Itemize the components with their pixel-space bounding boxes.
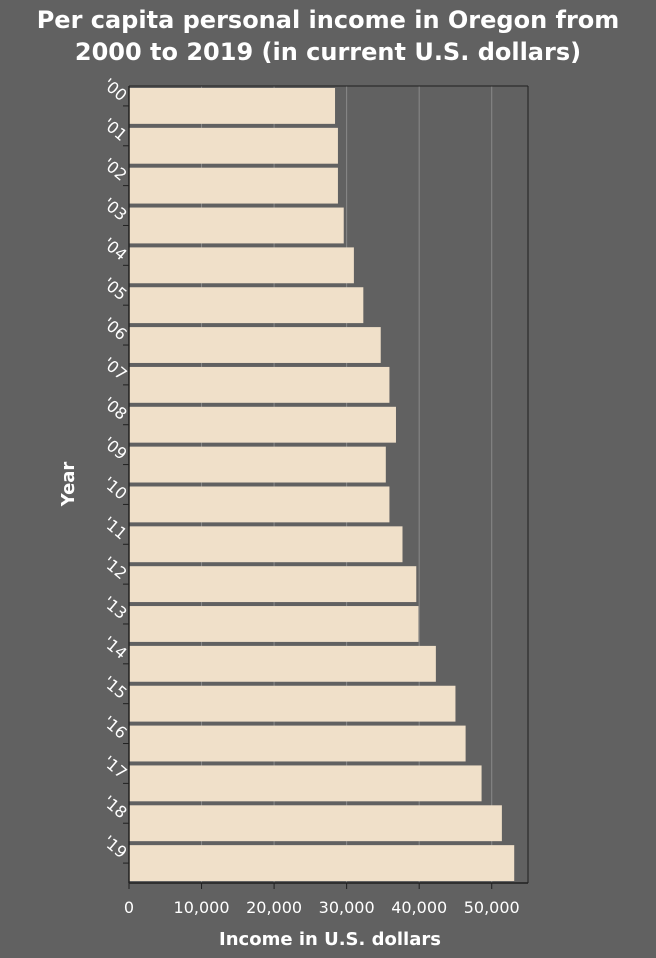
x-tick-label: 0 [124,898,134,917]
bar [129,526,403,563]
y-tick-label: '19 [99,832,130,862]
y-tick-label: '07 [99,353,130,383]
x-tick-label: 10,000 [174,898,230,917]
y-tick-label: '17 [99,752,130,782]
x-tick-label: 20,000 [246,898,302,917]
bar [129,327,381,363]
y-tick-label: '18 [99,792,130,822]
y-tick-label: '13 [99,593,130,623]
bar [129,167,338,204]
bar [129,486,390,523]
x-tick-label: 50,000 [464,898,520,917]
y-tick-label: '15 [99,672,130,702]
y-tick-label: '08 [99,393,130,423]
y-tick-label: '06 [99,314,130,344]
y-tick-label: '14 [99,632,130,662]
bar [129,566,417,603]
bar [129,287,364,324]
bar [129,87,336,124]
y-axis-label: Year [58,462,79,508]
plot-area [129,86,528,883]
y-tick-label: '04 [99,234,130,264]
y-tick-label: '16 [99,712,130,742]
bar [129,645,436,682]
bar [129,805,502,842]
bar [129,127,338,164]
y-tick-label: '01 [99,114,130,144]
bar [129,685,456,722]
bar [129,366,390,403]
y-tick-label: '10 [99,473,130,503]
bar [129,247,354,284]
bar [129,845,515,882]
chart-title-line-2: 2000 to 2019 (in current U.S. dollars) [75,38,581,66]
bar [129,606,419,642]
y-tick-label: '11 [99,513,130,543]
y-tick-label: '05 [99,274,130,304]
bar [129,207,344,244]
x-tick-label: 30,000 [319,898,375,917]
x-tick-label: 40,000 [391,898,447,917]
y-tick-label: '12 [99,553,130,583]
y-tick-label: '02 [99,154,130,184]
y-tick-label: '00 [99,75,130,105]
bar [129,406,396,443]
bar [129,725,466,762]
bar [129,765,482,802]
bar [129,446,386,483]
y-tick-label: '09 [99,433,130,463]
x-axis-label: Income in U.S. dollars [219,929,441,950]
y-tick-label: '03 [99,194,130,224]
chart-title-line-1: Per capita personal income in Oregon fro… [37,6,620,34]
